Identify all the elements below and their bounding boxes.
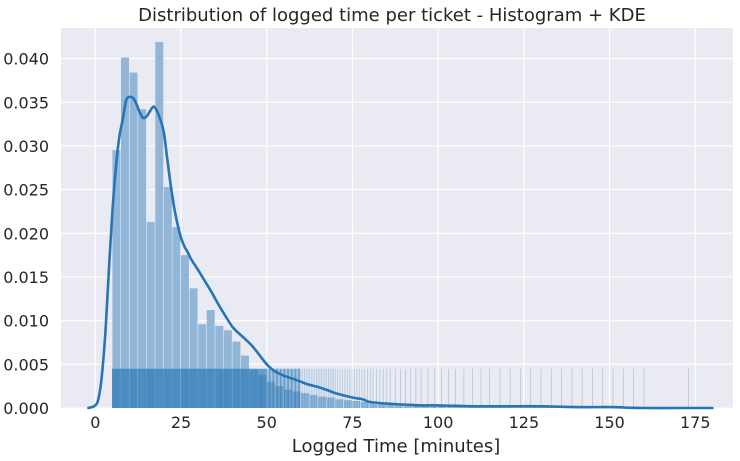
histogram-bar [163, 186, 172, 408]
histogram-bar [438, 406, 447, 408]
x-tick-label: 50 [257, 413, 277, 432]
y-tick-label: 0.010 [3, 312, 49, 331]
y-tick-label: 0.025 [3, 181, 49, 200]
histogram-bar [198, 324, 207, 408]
x-tick-label: 75 [342, 413, 362, 432]
histogram-bars [112, 41, 704, 409]
histogram-bar [352, 401, 361, 408]
y-tick-label: 0.015 [3, 268, 49, 287]
x-tick-label: 100 [423, 413, 454, 432]
histogram-bar [258, 374, 267, 408]
histogram-bar [215, 325, 224, 408]
histogram-bar [532, 407, 541, 408]
x-tick-labels: 0 25 50 75 100 125 150 175 [90, 413, 710, 432]
histogram-bar [155, 41, 164, 408]
histogram-bar [386, 403, 395, 408]
histogram-bar [138, 109, 147, 408]
histogram-bar [515, 407, 524, 408]
x-tick-label: 150 [594, 413, 625, 432]
y-tick-label: 0.000 [3, 399, 49, 418]
histogram-bar [395, 404, 404, 408]
histogram-bar [129, 72, 138, 408]
histogram-bar [232, 341, 241, 408]
y-tick-label: 0.020 [3, 224, 49, 243]
x-tick-label: 125 [509, 413, 540, 432]
y-tick-label: 0.040 [3, 50, 49, 69]
histogram-bar [378, 403, 387, 408]
histogram-bar [369, 402, 378, 408]
histogram-bar [301, 393, 309, 408]
histogram-bar [146, 221, 155, 408]
x-tick-label: 175 [680, 413, 711, 432]
histogram-bar [343, 400, 352, 408]
chart-title: Distribution of logged time per ticket -… [138, 5, 646, 26]
histogram-bar [112, 150, 121, 409]
y-tick-label: 0.035 [3, 93, 49, 112]
y-tick-label: 0.030 [3, 137, 49, 156]
histogram-bar [206, 310, 215, 408]
histogram-bar [292, 391, 301, 408]
histogram-bar [181, 255, 189, 408]
histogram-bar [121, 57, 129, 409]
histogram-bar [172, 227, 181, 408]
y-tick-labels: 0.000 0.005 0.010 0.015 0.020 0.025 0.030 0.035… [3, 50, 49, 418]
histogram-bar [403, 404, 412, 408]
histogram-bar [335, 399, 344, 408]
histogram-bar [283, 389, 292, 408]
histogram-bar [309, 394, 318, 408]
histogram-bar [523, 407, 532, 408]
rug-marks [112, 368, 689, 408]
histogram-bar [446, 406, 455, 408]
histogram-bar [318, 396, 327, 408]
histogram-bar [361, 401, 369, 408]
kde-line [87, 95, 714, 410]
histogram-bar [326, 397, 335, 408]
histogram-bar [189, 288, 198, 408]
histogram-bar [412, 405, 421, 408]
y-tick-label: 0.005 [3, 355, 49, 374]
x-tick-label: 0 [90, 413, 100, 432]
x-axis-label: Logged Time [minutes] [292, 436, 500, 457]
histogram-bar [429, 405, 438, 408]
x-tick-label: 25 [171, 413, 191, 432]
